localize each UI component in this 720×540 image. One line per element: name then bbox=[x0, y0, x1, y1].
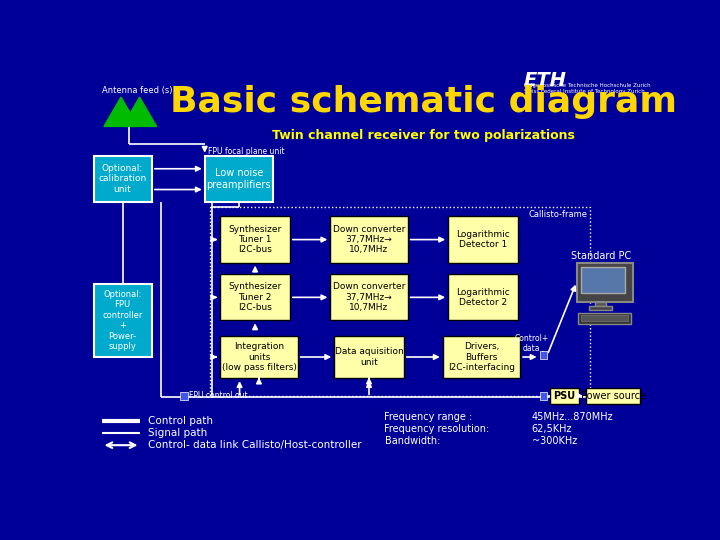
Bar bbox=[220, 217, 290, 262]
Text: Standard PC: Standard PC bbox=[572, 251, 631, 261]
Text: Frequency range :: Frequency range : bbox=[384, 413, 473, 422]
Bar bbox=[220, 336, 297, 378]
Bar bbox=[595, 302, 606, 306]
Text: Bandwidth:: Bandwidth: bbox=[384, 436, 440, 446]
Text: Down converter
37,7MHz→
10,7MHz: Down converter 37,7MHz→ 10,7MHz bbox=[333, 225, 405, 254]
Bar bbox=[539, 351, 547, 359]
Text: FPU control out: FPU control out bbox=[189, 392, 248, 400]
Text: Twin channel receiver for two polarizations: Twin channel receiver for two polarizati… bbox=[272, 129, 575, 142]
Text: Control- data link Callisto/Host-controller: Control- data link Callisto/Host-control… bbox=[148, 440, 361, 450]
Bar bbox=[448, 274, 518, 320]
Bar bbox=[549, 388, 579, 403]
Text: Integration
units
(low pass filters): Integration units (low pass filters) bbox=[222, 342, 297, 372]
Text: Synthesizer
Tuner 1
I2C-bus: Synthesizer Tuner 1 I2C-bus bbox=[228, 225, 282, 254]
Text: Synthesizer
Tuner 2
I2C-bus: Synthesizer Tuner 2 I2C-bus bbox=[228, 282, 282, 312]
Text: Basic schematic diagram: Basic schematic diagram bbox=[170, 85, 677, 119]
Text: Control path: Control path bbox=[148, 416, 213, 426]
Text: Callisto-frame: Callisto-frame bbox=[528, 210, 588, 219]
Bar bbox=[204, 156, 273, 202]
Text: Drivers,
Buffers
I2C-interfacing: Drivers, Buffers I2C-interfacing bbox=[448, 342, 515, 372]
Polygon shape bbox=[104, 97, 138, 126]
Text: Power source: Power source bbox=[580, 391, 646, 401]
Text: ~300KHz: ~300KHz bbox=[532, 436, 577, 446]
Bar bbox=[539, 392, 547, 400]
Bar bbox=[578, 313, 631, 323]
Bar bbox=[220, 274, 290, 320]
Text: FPU focal plane unit: FPU focal plane unit bbox=[208, 146, 284, 156]
Bar bbox=[210, 207, 590, 396]
Bar bbox=[589, 306, 612, 310]
Bar bbox=[94, 156, 152, 202]
Bar bbox=[581, 315, 628, 321]
Bar bbox=[577, 264, 632, 302]
Text: Antenna feed (s): Antenna feed (s) bbox=[102, 86, 172, 96]
Text: Low noise
preamplifiers: Low noise preamplifiers bbox=[207, 168, 271, 190]
Bar bbox=[586, 388, 640, 403]
Text: Data aquisition
unit: Data aquisition unit bbox=[335, 347, 403, 367]
Text: Logarithmic
Detector 1: Logarithmic Detector 1 bbox=[456, 230, 510, 249]
Text: 45MHz...870MHz: 45MHz...870MHz bbox=[532, 413, 613, 422]
Text: ETH: ETH bbox=[524, 71, 567, 90]
Text: Frequency resolution:: Frequency resolution: bbox=[384, 424, 490, 434]
Bar bbox=[443, 336, 520, 378]
Bar bbox=[334, 336, 404, 378]
Text: Optional:
calibration
unit: Optional: calibration unit bbox=[99, 164, 147, 194]
Text: Eidgenossische Technische Hochschule Zurich: Eidgenossische Technische Hochschule Zur… bbox=[524, 83, 651, 88]
Bar bbox=[330, 217, 408, 262]
Polygon shape bbox=[122, 97, 157, 126]
Text: Signal path: Signal path bbox=[148, 428, 207, 438]
Bar bbox=[94, 284, 152, 357]
Bar bbox=[330, 274, 408, 320]
Text: Optional:
FPU
controller
+
Power-
supply: Optional: FPU controller + Power- supply bbox=[102, 290, 143, 351]
Text: Logarithmic
Detector 2: Logarithmic Detector 2 bbox=[456, 288, 510, 307]
Text: Swiss Federal Institute of Technology Zurich: Swiss Federal Institute of Technology Zu… bbox=[524, 89, 644, 93]
Text: PSU: PSU bbox=[553, 391, 575, 401]
Bar bbox=[580, 267, 625, 294]
Text: Control+
data: Control+ data bbox=[515, 334, 549, 353]
Bar bbox=[180, 392, 188, 400]
Text: 62,5KHz: 62,5KHz bbox=[532, 424, 572, 434]
Text: Down converter
37,7MHz→
10,7MHz: Down converter 37,7MHz→ 10,7MHz bbox=[333, 282, 405, 312]
Bar bbox=[448, 217, 518, 262]
